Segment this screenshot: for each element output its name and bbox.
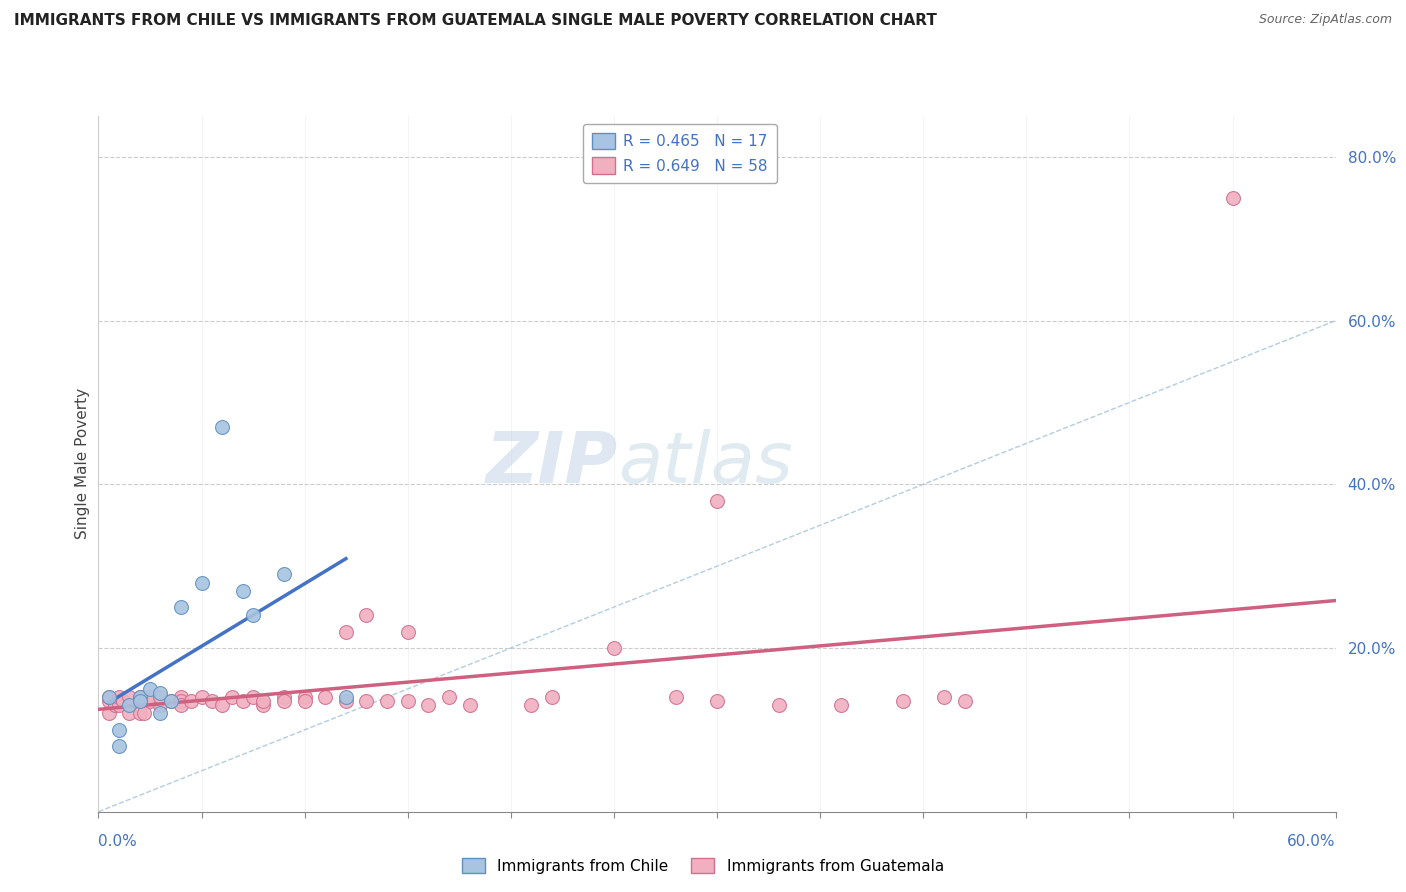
Point — [112, 694, 135, 708]
Point — [375, 694, 398, 708]
Point — [273, 567, 295, 582]
Point — [665, 690, 688, 705]
Legend: Immigrants from Chile, Immigrants from Guatemala: Immigrants from Chile, Immigrants from G… — [456, 852, 950, 880]
Point — [396, 694, 419, 708]
Point — [139, 690, 162, 705]
Point — [706, 694, 728, 708]
Text: ZIP: ZIP — [486, 429, 619, 499]
Point — [118, 706, 141, 721]
Point — [232, 583, 254, 598]
Point — [221, 690, 243, 705]
Text: Source: ZipAtlas.com: Source: ZipAtlas.com — [1258, 13, 1392, 27]
Y-axis label: Single Male Poverty: Single Male Poverty — [75, 388, 90, 540]
Point — [768, 698, 790, 713]
Point — [180, 694, 202, 708]
Point — [149, 706, 172, 721]
Point — [891, 694, 914, 708]
Point — [159, 694, 181, 708]
Point — [458, 698, 481, 713]
Point — [170, 600, 193, 615]
Point — [706, 493, 728, 508]
Point — [520, 698, 543, 713]
Point — [211, 698, 233, 713]
Point — [242, 690, 264, 705]
Point — [170, 698, 193, 713]
Point — [335, 690, 357, 705]
Point — [437, 690, 460, 705]
Point — [396, 624, 419, 639]
Point — [541, 690, 564, 705]
Point — [149, 686, 172, 700]
Point — [149, 690, 172, 705]
Point — [128, 706, 150, 721]
Point — [149, 698, 172, 713]
Point — [97, 690, 120, 705]
Point — [232, 694, 254, 708]
Point — [356, 608, 378, 623]
Point — [118, 698, 141, 713]
Point — [252, 698, 274, 713]
Text: IMMIGRANTS FROM CHILE VS IMMIGRANTS FROM GUATEMALA SINGLE MALE POVERTY CORRELATI: IMMIGRANTS FROM CHILE VS IMMIGRANTS FROM… — [14, 13, 936, 29]
Point — [108, 690, 131, 705]
Point — [252, 694, 274, 708]
Point — [335, 694, 357, 708]
Point — [128, 694, 150, 708]
Point — [128, 690, 150, 705]
Point — [139, 681, 162, 696]
Point — [132, 706, 155, 721]
Point — [1222, 191, 1244, 205]
Point — [170, 694, 193, 708]
Point — [201, 694, 224, 708]
Point — [953, 694, 976, 708]
Point — [118, 690, 141, 705]
Point — [97, 690, 120, 705]
Point — [273, 694, 295, 708]
Point — [294, 690, 316, 705]
Point — [108, 739, 131, 754]
Point — [139, 694, 162, 708]
Point — [108, 723, 131, 737]
Point — [97, 694, 120, 708]
Point — [128, 690, 150, 705]
Point — [104, 698, 127, 713]
Point — [190, 575, 212, 590]
Point — [242, 608, 264, 623]
Point — [932, 690, 955, 705]
Text: atlas: atlas — [619, 429, 793, 499]
Point — [159, 694, 181, 708]
Point — [356, 694, 378, 708]
Point — [418, 698, 440, 713]
Legend: R = 0.465   N = 17, R = 0.649   N = 58: R = 0.465 N = 17, R = 0.649 N = 58 — [583, 124, 776, 183]
Point — [211, 420, 233, 434]
Point — [603, 640, 626, 655]
Text: 0.0%: 0.0% — [98, 834, 138, 849]
Point — [97, 706, 120, 721]
Point — [190, 690, 212, 705]
Point — [128, 694, 150, 708]
Point — [830, 698, 852, 713]
Point — [335, 624, 357, 639]
Point — [294, 694, 316, 708]
Point — [314, 690, 336, 705]
Text: 60.0%: 60.0% — [1288, 834, 1336, 849]
Point — [170, 690, 193, 705]
Point — [108, 698, 131, 713]
Point — [273, 690, 295, 705]
